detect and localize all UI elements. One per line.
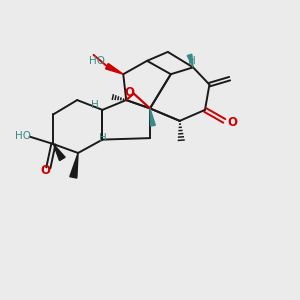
Text: O: O <box>40 164 50 177</box>
Polygon shape <box>187 54 193 68</box>
Text: O: O <box>228 116 238 129</box>
Text: H: H <box>99 134 107 143</box>
Text: HO: HO <box>15 131 31 141</box>
Text: H: H <box>188 56 196 66</box>
Text: H: H <box>91 100 99 110</box>
Polygon shape <box>70 153 78 178</box>
Polygon shape <box>150 108 155 126</box>
Polygon shape <box>106 64 123 74</box>
Text: O: O <box>124 86 134 99</box>
Text: HO: HO <box>89 56 105 66</box>
Polygon shape <box>53 144 65 160</box>
